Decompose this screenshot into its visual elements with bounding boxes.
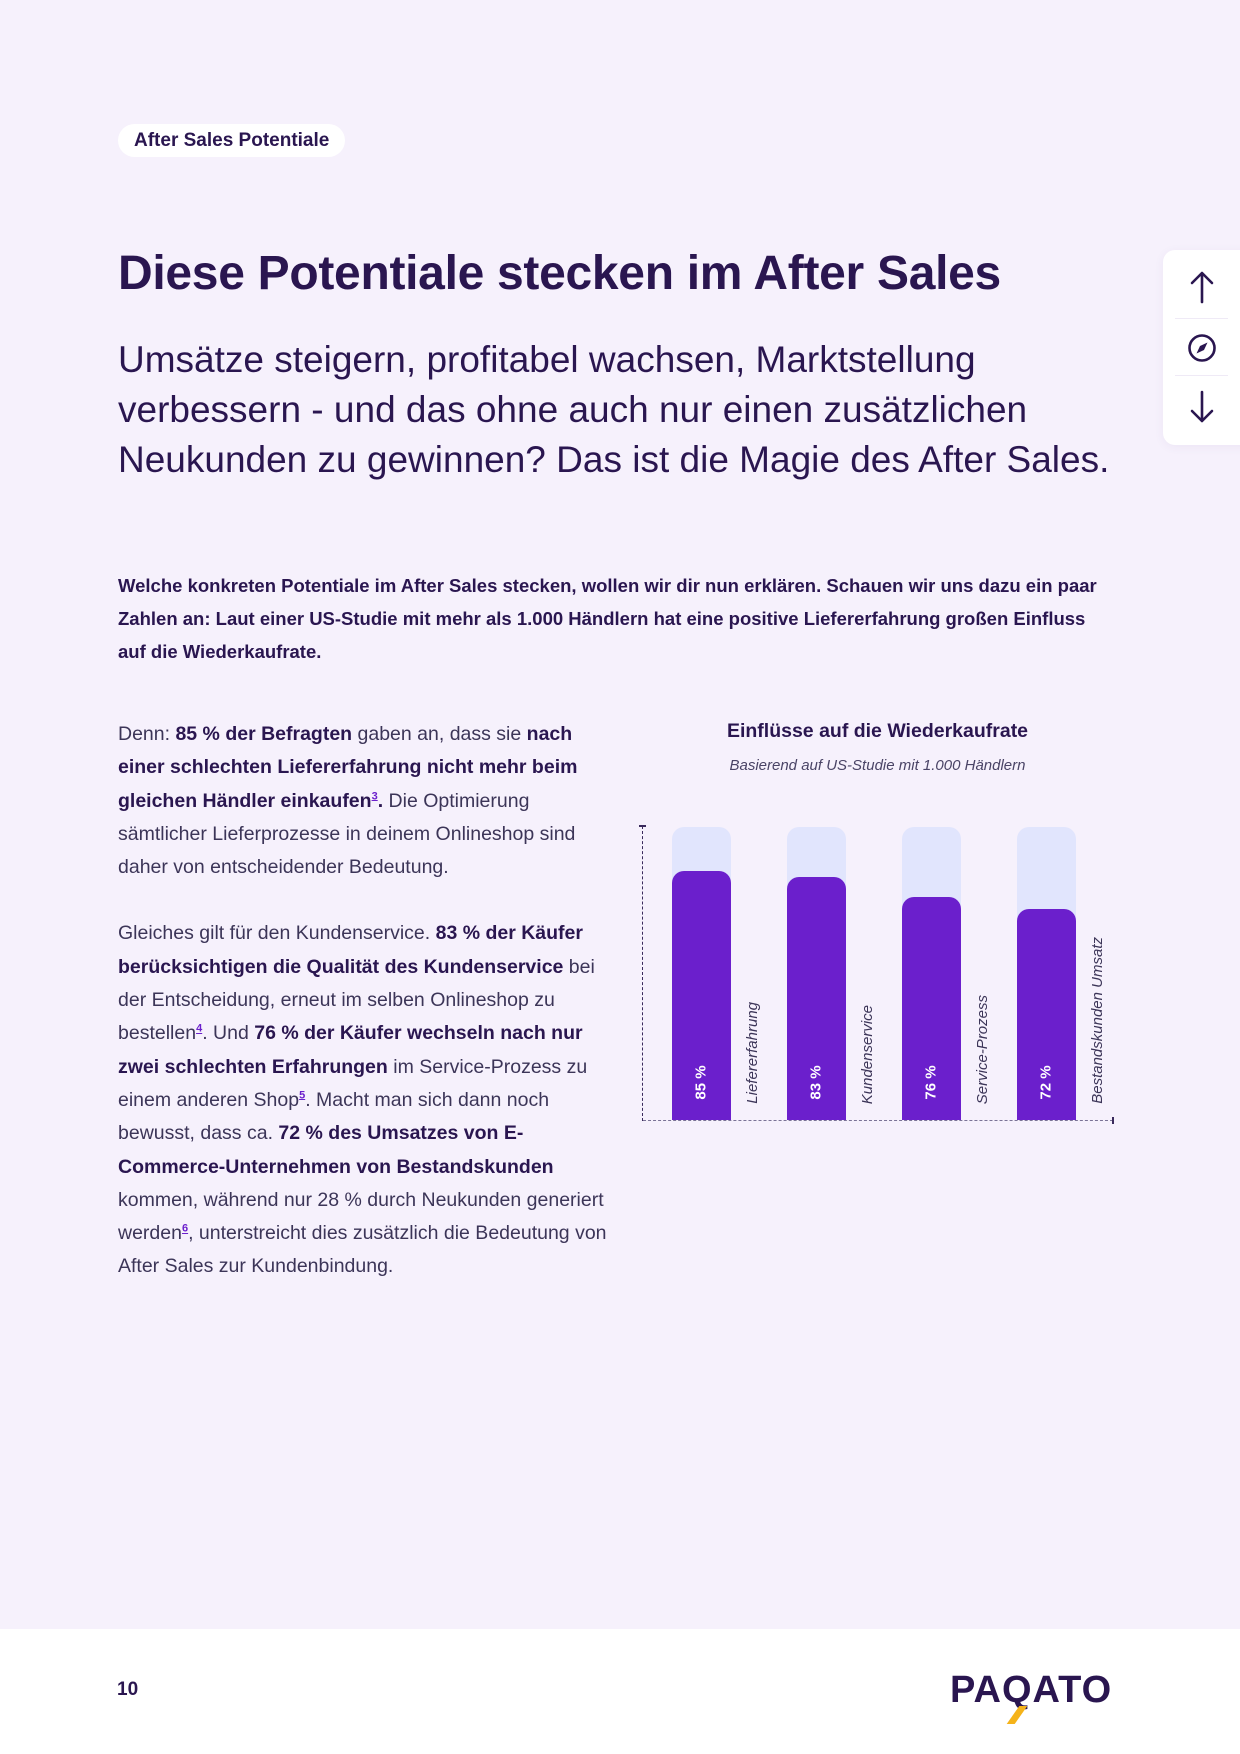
text: Gleiches gilt für den Kundenservice. bbox=[118, 922, 436, 945]
navigate-button[interactable] bbox=[1163, 318, 1240, 378]
logo-wordmark: PAQATO bbox=[950, 1669, 1113, 1711]
arrow-down-icon bbox=[1190, 390, 1213, 423]
text: Denn: bbox=[118, 723, 176, 745]
page-nav bbox=[1163, 250, 1240, 445]
body-paragraph-delivery: Denn: 85 % der Befragten gaben an, dass … bbox=[118, 718, 608, 884]
chart-subtitle: Basierend auf US-Studie mit 1.000 Händle… bbox=[729, 757, 1026, 774]
text: . Macht man sich dann noch bewusst, dass… bbox=[118, 1088, 550, 1145]
footnote-link-5[interactable]: 5 bbox=[299, 1089, 306, 1102]
highlight: 72 % des Umsatzes von E-Commerce-Unterne… bbox=[118, 1122, 554, 1178]
bar-value-label: 85 % bbox=[692, 1064, 710, 1100]
text: kommen, während nur 28 % durch Neukunden… bbox=[118, 1188, 604, 1245]
footnote-link-4[interactable]: 4 bbox=[196, 1022, 203, 1035]
highlight: 85 % der Befragten bbox=[175, 723, 353, 745]
body-text: Denn: 85 % der Befragten gaben an, dass … bbox=[118, 718, 608, 1317]
bar-value-label: 76 % bbox=[922, 1064, 940, 1100]
bar-track: 72 % bbox=[1017, 827, 1076, 1120]
footnote-link-6[interactable]: 6 bbox=[181, 1222, 189, 1235]
footer bbox=[0, 1629, 1240, 1754]
scroll-up-button[interactable] bbox=[1163, 257, 1240, 317]
text: , unterstreicht dies zusätzlich die Bede… bbox=[118, 1222, 607, 1278]
bar bbox=[672, 870, 731, 1120]
page-title: Diese Potentiale stecken im After Sales bbox=[118, 247, 1001, 300]
bar-category-label: Service-Prozess bbox=[973, 994, 991, 1104]
section-tag: After Sales Potentiale bbox=[118, 124, 346, 157]
text: im Service-Prozess zu einem anderen Shop bbox=[118, 1055, 588, 1111]
divider bbox=[1175, 318, 1228, 319]
highlight: . bbox=[377, 789, 384, 812]
footnote-link-3[interactable]: 3 bbox=[371, 790, 378, 803]
text: bei der Entscheidung, erneut im selben O… bbox=[118, 955, 595, 1045]
bar-category-label: Bestandskunden Umsatz bbox=[1088, 937, 1106, 1104]
bar-value-label: 72 % bbox=[1037, 1064, 1055, 1100]
bar-track: 76 % bbox=[902, 827, 961, 1120]
page-number: 10 bbox=[117, 1679, 139, 1700]
scroll-down-button[interactable] bbox=[1163, 377, 1240, 437]
bar-category-label: Liefererfahrung bbox=[743, 1002, 761, 1104]
arrow-up-icon bbox=[1190, 271, 1213, 304]
compass-icon bbox=[1187, 334, 1216, 362]
bar-track: 85 % bbox=[672, 827, 731, 1120]
bar bbox=[1017, 909, 1076, 1120]
text: gaben an, dass sie bbox=[352, 723, 527, 745]
x-axis bbox=[643, 1120, 1113, 1121]
highlight: 76 % der Käufer wechseln nach nur zwei s… bbox=[118, 1022, 583, 1078]
paqato-logo: PAQATO bbox=[950, 1668, 1125, 1724]
divider bbox=[1175, 375, 1228, 376]
page-subtitle: Umsätze steigern, profitabel wachsen, Ma… bbox=[118, 339, 1110, 480]
y-axis-cap bbox=[639, 825, 646, 827]
highlight: nach einer schlechten Liefererfahrung ni… bbox=[118, 723, 578, 812]
text: Die Optimierung sämtlicher Lieferprozess… bbox=[118, 789, 576, 879]
highlight: 83 % der Käufer berücksichtigen die Qual… bbox=[118, 922, 583, 978]
bar-track: 83 % bbox=[787, 827, 846, 1120]
y-axis bbox=[642, 826, 643, 1121]
bar bbox=[902, 897, 961, 1120]
bar-value-label: 83 % bbox=[807, 1064, 825, 1100]
x-axis-cap bbox=[1112, 1117, 1114, 1124]
text: . Und bbox=[202, 1022, 255, 1045]
bar-category-label: Kundenservice bbox=[858, 1004, 876, 1104]
bar bbox=[787, 876, 846, 1120]
intro-paragraph: Welche konkreten Potentiale im After Sal… bbox=[118, 575, 1097, 662]
body-paragraph-service: Gleiches gilt für den Kundenservice. 83 … bbox=[118, 917, 608, 1283]
chart-title: Einflüsse auf die Wiederkaufrate bbox=[726, 720, 1029, 742]
